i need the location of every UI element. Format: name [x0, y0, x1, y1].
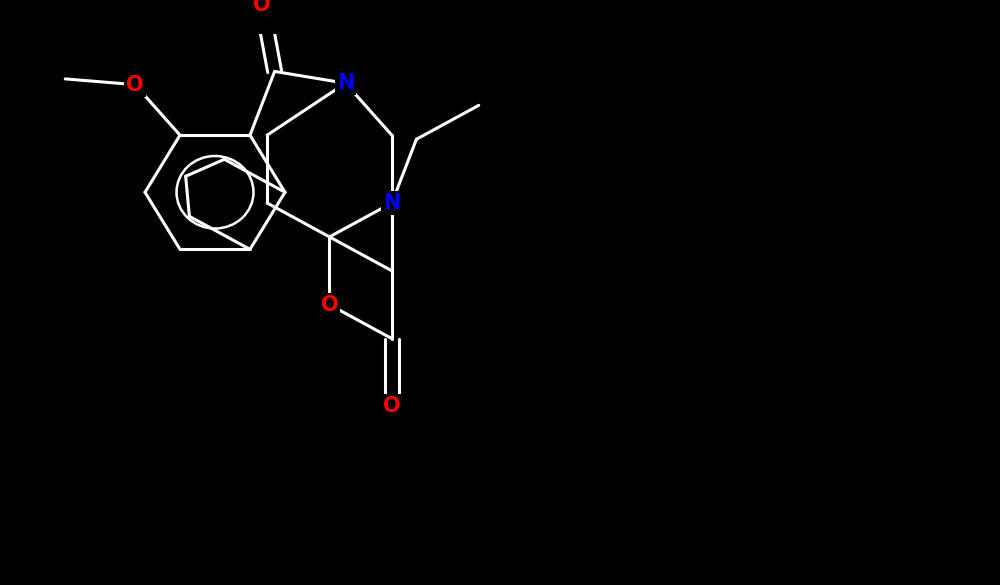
Text: N: N: [337, 73, 354, 93]
Text: O: O: [126, 75, 144, 95]
Text: O: O: [253, 0, 271, 15]
Text: O: O: [321, 295, 338, 315]
Text: N: N: [383, 193, 400, 213]
Text: O: O: [383, 397, 401, 417]
